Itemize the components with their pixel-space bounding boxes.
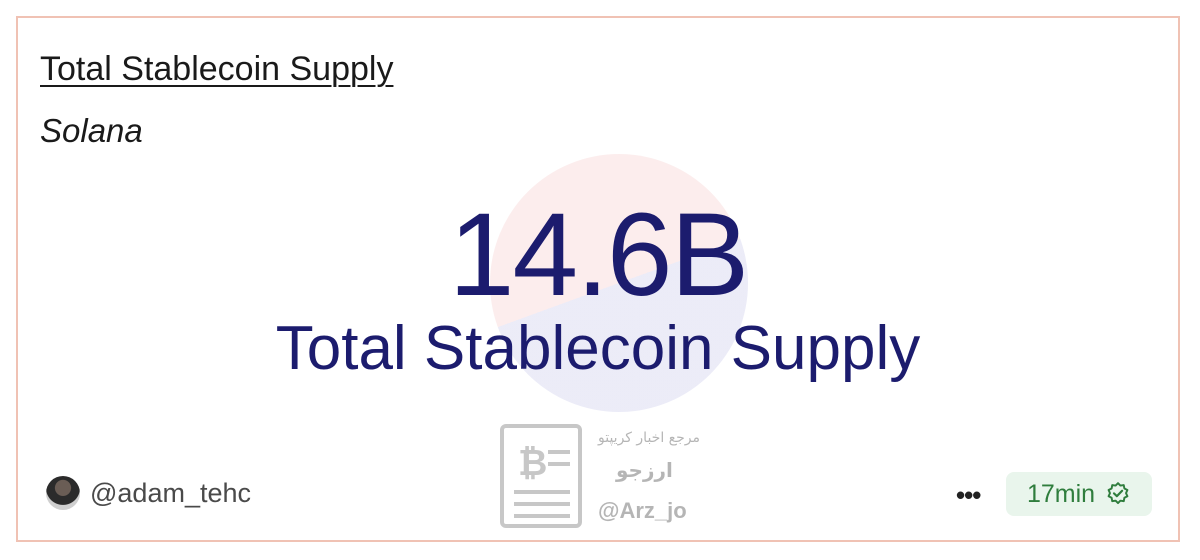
author-handle: @adam_tehc [90,477,251,508]
check-badge-icon [1107,482,1129,505]
watermark-handle: @Arz_jo [598,498,687,523]
bitcoin-document-icon: ₿ [500,424,582,528]
freshness-badge: 17min [1006,472,1152,516]
freshness-text: 17min [1026,479,1096,508]
watermark-brand: ارزجو [616,458,673,482]
background-pie-graphic [490,154,748,412]
bitcoin-icon: ₿ [518,443,548,484]
watermark: ₿ مرجع اخبار کریپتو ارزجو @Arz_jo [498,420,758,540]
author-link[interactable]: @adam_tehc [46,476,251,510]
metric-label: Total Stablecoin Supply [275,314,921,383]
metric-value: 14.6B [448,189,749,321]
avatar [46,476,80,510]
watermark-tagline: مرجع اخبار کریپتو [598,430,700,446]
card-title-link[interactable]: Total Stablecoin Supply [40,50,394,88]
more-options-button[interactable]: ••• [956,480,981,510]
stat-card: Total Stablecoin Supply Solana 14.6B Tot… [16,16,1180,542]
card-subtitle: Solana [40,112,143,149]
